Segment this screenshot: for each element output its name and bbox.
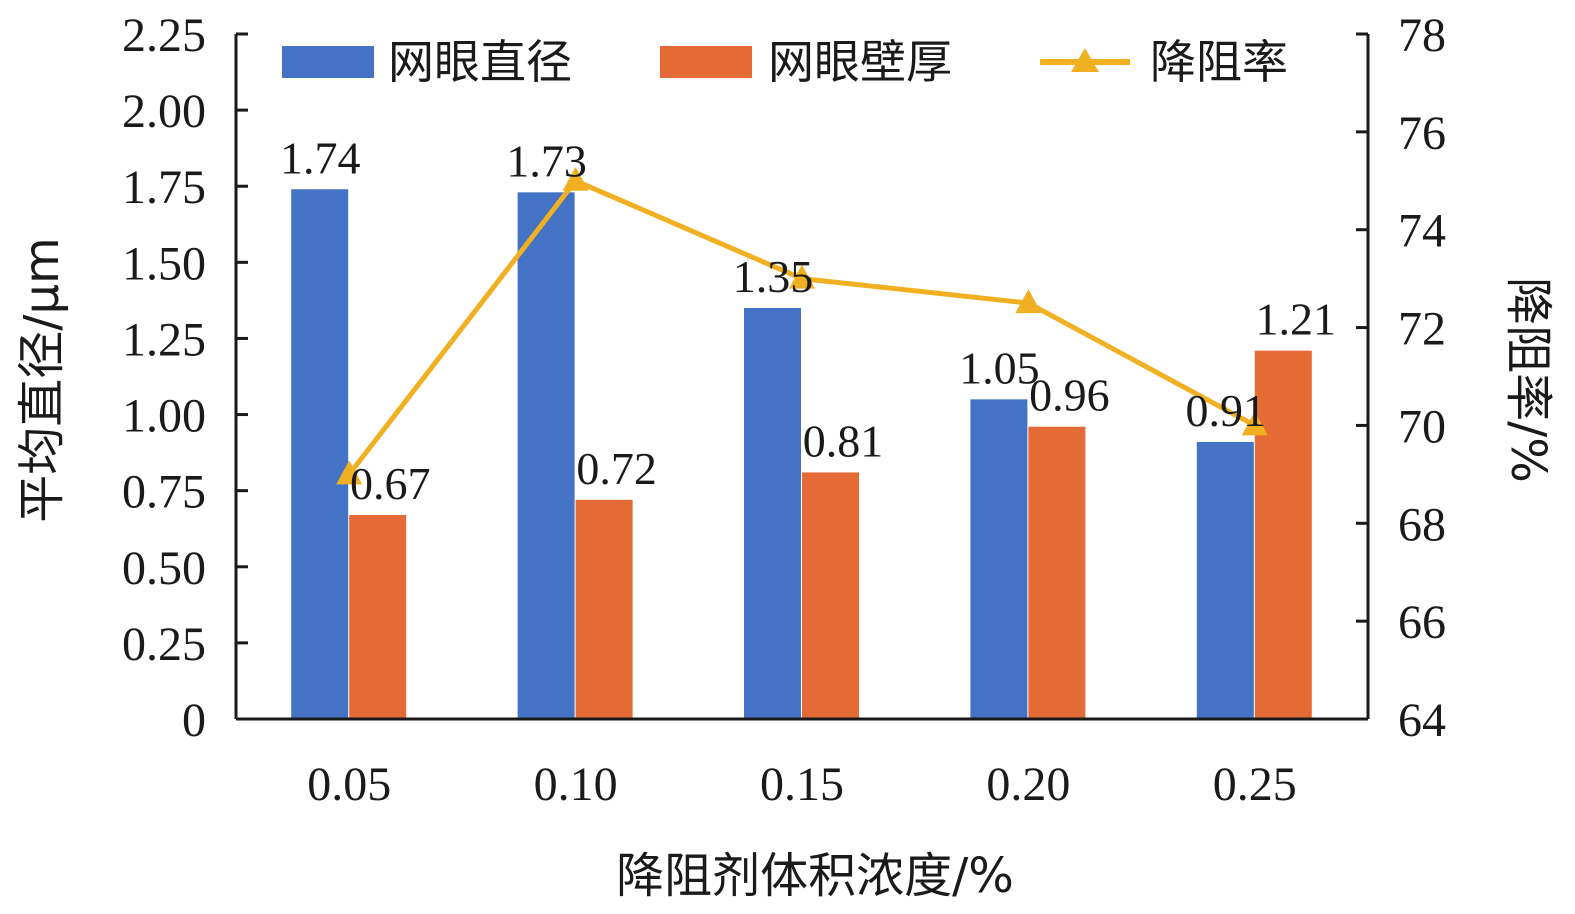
data-label-diameter-0.20: 1.05 [959,342,1040,393]
legend-swatch-drag-reduction-marker [1071,48,1099,72]
y2-tick-label-70: 70 [1398,400,1446,453]
y-tick-label-1.00: 1.00 [122,390,206,443]
y-axis-title: 平均直径/μm [14,237,70,522]
y-tick-label-1.50: 1.50 [122,237,206,290]
drag-reduction-point-0.10 [562,166,589,191]
x-tick-label-0.05: 0.05 [307,758,391,811]
y-tick-label-1.25: 1.25 [122,313,206,366]
data-label-diameter-0.25: 0.91 [1186,385,1267,436]
legend: 网眼直径 网眼壁厚 降阻率 [282,35,1288,89]
legend-swatch-diameter [282,46,374,78]
bar-layer [291,189,1312,720]
x-tick-label-0.10: 0.10 [534,758,618,811]
bar-wall-thickness-0.20 [1028,426,1086,719]
bar-diameter-0.20 [970,399,1028,719]
line-layer [336,166,1268,485]
y2-tick-label-76: 76 [1398,107,1446,160]
y-tick-label-1.75: 1.75 [122,161,206,214]
axes-layer: 0 0.25 0.50 0.75 1.00 1.25 1.50 1.75 2.00 2.25 64 6… [122,9,1446,811]
y2-tick-label-78: 78 [1398,9,1446,62]
bar-diameter-0.10 [517,192,575,720]
x-tick-label-0.20: 0.20 [986,758,1070,811]
bar-diameter-0.05 [291,189,349,719]
drag-reduction-point-0.05 [336,460,363,485]
bar-wall-thickness-0.25 [1254,350,1312,719]
legend-swatch-wall-thickness [660,46,752,78]
y-tick-label-0.25: 0.25 [122,618,206,671]
y2-tick-label-68: 68 [1398,498,1446,551]
data-label-wall-thickness-0.15: 0.81 [803,415,884,466]
bar-wall-thickness-0.10 [575,499,633,719]
data-label-wall-thickness-0.05: 0.67 [350,458,431,509]
y-tick-label-0.75: 0.75 [122,466,206,519]
legend-label-wall-thickness: 网眼壁厚 [768,35,952,89]
y2-tick-label-74: 74 [1398,205,1446,258]
data-label-wall-thickness-0.25: 1.21 [1256,294,1337,345]
data-label-diameter-0.15: 1.35 [733,251,814,302]
data-label-layer: 1.74 0.67 1.73 0.72 1.35 0.81 1.050.96 0.91 1.21 [280,132,1336,509]
bar-diameter-0.25 [1196,441,1254,719]
bar-diameter-0.15 [744,308,801,719]
y-tick-label-2.25: 2.25 [122,9,206,62]
y2-axis-title: 降阻率/% [1500,277,1556,483]
data-label-wall-thickness-0.20: 0.96 [1029,370,1110,421]
legend-label-drag-reduction: 降阻率 [1150,35,1288,89]
y-tick-label-2.00: 2.00 [122,85,206,138]
drag-reduction-point-0.20 [1015,289,1042,314]
y2-tick-label-66: 66 [1398,596,1446,649]
y2-tick-label-72: 72 [1398,303,1446,356]
y-tick-label-0: 0 [182,694,206,747]
legend-label-diameter: 网眼直径 [388,35,572,89]
x-tick-label-0.25: 0.25 [1213,758,1297,811]
drag-reduction-point-0.25 [1241,411,1268,436]
bar-wall-thickness-0.15 [802,472,859,719]
bar-wall-thickness-0.05 [349,515,407,719]
data-label-wall-thickness-0.10: 0.72 [576,443,657,494]
x-axis-title: 降阻剂体积浓度/% [616,848,1014,904]
data-label-diameter-0.10: 1.73 [506,135,587,186]
y2-tick-label-64: 64 [1398,694,1446,747]
data-label-diameter-0.05: 1.74 [280,132,361,183]
y-tick-label-0.50: 0.50 [122,542,206,595]
x-tick-label-0.15: 0.15 [760,758,844,811]
drag-reduction-point-0.15 [789,264,815,289]
